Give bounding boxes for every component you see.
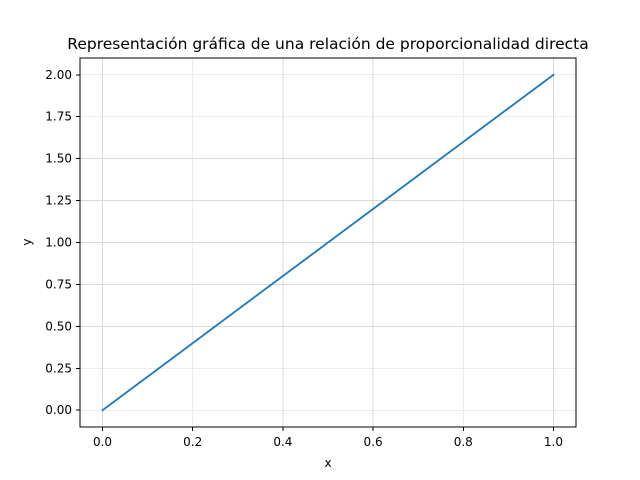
y-tick-label: 0.50 bbox=[45, 319, 72, 333]
y-tick-label: 0.00 bbox=[45, 403, 72, 417]
x-axis-label: x bbox=[324, 456, 331, 470]
y-tick-label: 1.00 bbox=[45, 236, 72, 250]
y-axis: 0.00 0.25 0.50 0.75 1.00 1.25 1.50 1.75 2.00 bbox=[45, 68, 80, 417]
x-tick-label: 0.4 bbox=[273, 435, 292, 449]
y-tick-label: 0.25 bbox=[45, 361, 72, 375]
y-tick-label: 1.50 bbox=[45, 152, 72, 166]
x-axis: 0.0 0.2 0.4 0.6 0.8 1.0 bbox=[93, 427, 563, 449]
chart-title: Representación gráfica de una relación d… bbox=[67, 35, 589, 53]
x-tick-label: 0.2 bbox=[183, 435, 202, 449]
x-tick-label: 0.0 bbox=[93, 435, 112, 449]
y-axis-label: y bbox=[20, 238, 34, 245]
series-layer bbox=[101, 73, 555, 412]
series-line bbox=[101, 73, 555, 412]
x-tick-label: 0.8 bbox=[454, 435, 473, 449]
y-tick-label: 1.75 bbox=[45, 110, 72, 124]
y-tick-label: 1.25 bbox=[45, 194, 72, 208]
y-tick-label: 2.00 bbox=[45, 68, 72, 82]
grid bbox=[80, 58, 576, 427]
x-tick-label: 0.6 bbox=[364, 435, 383, 449]
x-tick-label: 1.0 bbox=[544, 435, 563, 449]
y-tick-label: 0.75 bbox=[45, 277, 72, 291]
